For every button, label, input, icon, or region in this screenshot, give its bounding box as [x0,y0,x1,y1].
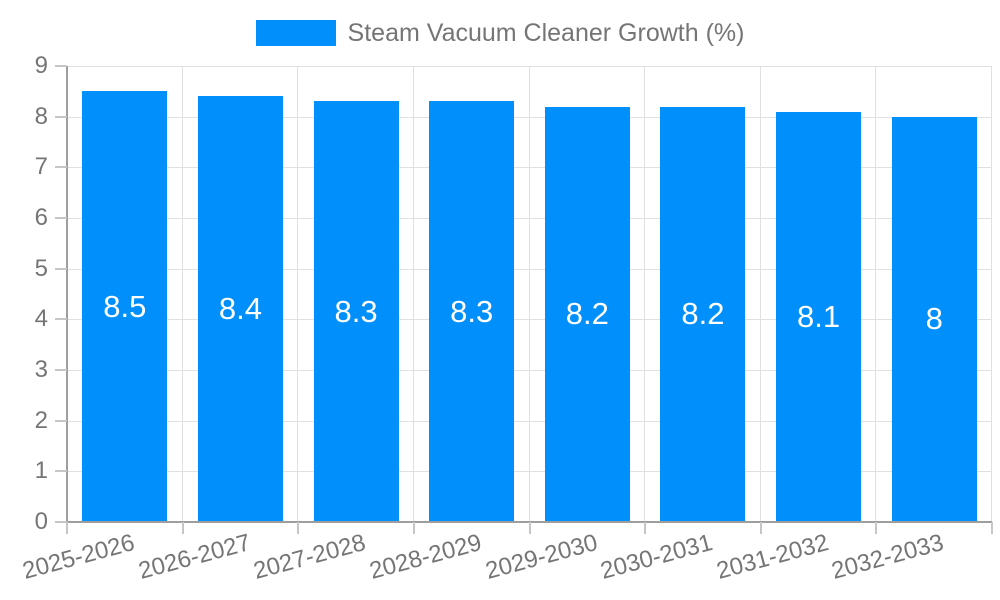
x-axis-label: 2027-2028 [250,529,369,585]
x-axis-tick [875,522,878,534]
horizontal-gridline [67,319,992,321]
bar-value-label: 8.3 [450,293,494,329]
y-axis-label: 0 [34,508,48,535]
legend-label: Steam Vacuum Cleaner Growth (%) [347,19,745,47]
bar[interactable]: 8.4 [197,96,283,522]
y-axis-label: 9 [34,52,48,79]
y-axis-tick [55,419,67,422]
horizontal-gridline [67,268,992,270]
vertical-gridline [412,66,414,522]
bar-value-label: 8.1 [797,298,841,334]
horizontal-gridline [67,66,992,67]
y-axis-line [66,66,68,524]
bar[interactable]: 8.3 [429,101,515,522]
vertical-gridline [875,66,877,522]
x-axis-label: 2029-2030 [482,529,601,585]
x-axis-label: 2032-2033 [829,529,947,585]
x-axis-label: 2031-2032 [713,529,832,585]
x-axis-label: 2028-2029 [366,529,485,585]
x-axis-label: 2026-2027 [135,529,254,585]
y-axis-tick [55,369,67,371]
y-axis-tick [55,267,67,270]
x-axis-tick [991,522,993,534]
horizontal-gridline [67,116,992,118]
vertical-gridline [181,66,183,522]
x-axis-tick [66,522,68,534]
x-axis-tick [759,522,762,534]
vertical-gridline [991,66,992,522]
y-axis-tick [55,470,67,473]
horizontal-gridline [67,370,992,371]
bar[interactable]: 8.5 [82,91,168,522]
vertical-gridline [528,66,530,522]
x-axis-label: 2025-2026 [19,529,138,585]
legend[interactable]: Steam Vacuum Cleaner Growth (%) [0,19,1000,47]
y-axis-tick [55,166,67,169]
vertical-gridline [759,66,761,522]
x-axis-tick [528,522,531,534]
vertical-gridline [297,66,299,522]
y-axis-label: 3 [34,356,48,383]
y-axis-tick [55,521,67,523]
bar-value-label: 8.2 [565,296,609,332]
y-axis-label: 2 [34,406,48,434]
x-axis-tick [181,522,184,534]
y-axis-tick [55,318,67,321]
bar[interactable]: 8 [891,116,977,522]
horizontal-gridline [67,218,992,219]
y-axis-tick [55,65,67,67]
x-axis-label: 2030-2031 [597,529,716,585]
y-axis-label: 1 [34,457,48,485]
y-axis-label: 4 [34,305,48,333]
bar-value-label: 8 [925,301,943,337]
y-axis-label: 6 [34,204,48,231]
x-axis-tick [412,522,415,534]
horizontal-gridline [67,420,992,422]
bar[interactable]: 8.1 [776,111,862,522]
vertical-gridline [644,66,646,522]
bar[interactable]: 8.2 [544,106,630,522]
y-axis-label: 5 [34,254,48,282]
bar-value-label: 8.4 [218,291,262,327]
horizontal-gridline [67,471,992,473]
y-axis-tick [55,115,67,118]
y-axis-label: 8 [34,102,48,130]
bar-value-label: 8.3 [334,293,378,329]
bar[interactable]: 8.2 [660,106,746,522]
y-axis-tick [55,217,67,219]
horizontal-gridline [67,167,992,169]
bar-value-label: 8.5 [103,288,147,324]
bar-value-label: 8.2 [681,296,725,332]
bar[interactable]: 8.3 [313,101,399,522]
legend-swatch-icon [255,20,336,46]
plot-area: 8.5 8.4 8.3 8.3 8.2 8.2 8.1 8 [67,66,992,522]
x-axis-tick [297,522,300,534]
y-axis-label: 7 [34,153,48,181]
x-axis-tick [644,522,647,534]
